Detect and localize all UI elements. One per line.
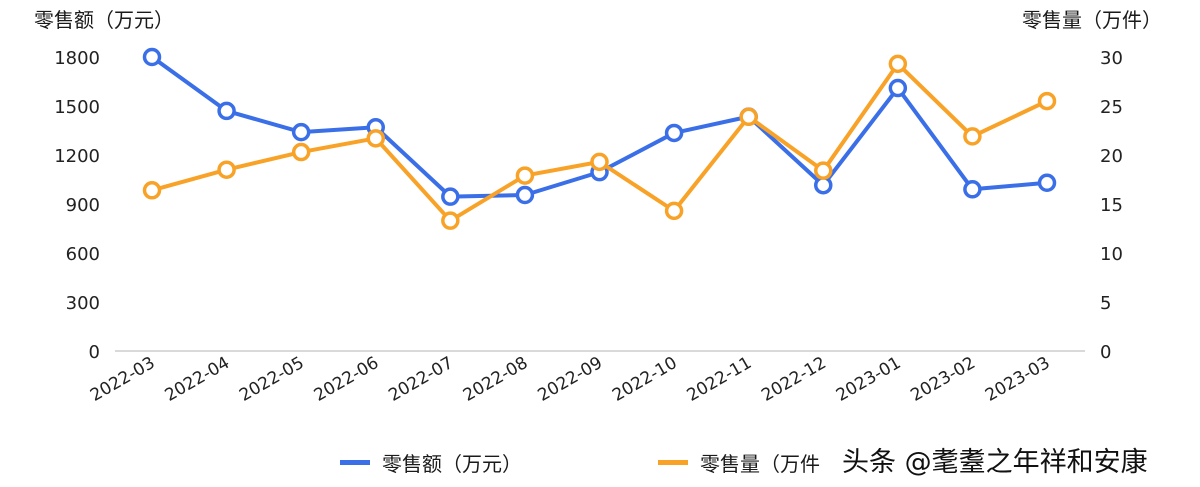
- x-tick-label: 2022-05: [236, 353, 308, 406]
- y-tick-label: 1500: [54, 97, 100, 118]
- data-point-marker[interactable]: [366, 129, 385, 148]
- y-tick-label: 20: [1100, 146, 1123, 167]
- data-point-marker[interactable]: [217, 101, 236, 121]
- data-point-marker[interactable]: [142, 181, 162, 200]
- data-point-marker[interactable]: [441, 211, 460, 230]
- y-tick-label: 0: [89, 342, 100, 363]
- x-tick-label: 2023-01: [833, 353, 905, 406]
- y-tick-label: 25: [1100, 97, 1123, 118]
- x-axis: 2022-03 2022-04 2022-05 2022-06 2022-07 2022-…: [87, 353, 1054, 406]
- y-tick-label: 600: [66, 244, 100, 265]
- x-tick-label: 2022-09: [534, 353, 606, 406]
- data-point-marker[interactable]: [291, 142, 311, 162]
- x-tick-label: 2022-11: [684, 353, 756, 406]
- x-tick-label: 2022-06: [311, 353, 383, 406]
- x-tick-label: 2022-10: [609, 353, 681, 406]
- x-tick-label: 2022-08: [460, 353, 532, 406]
- data-point-marker[interactable]: [142, 47, 162, 67]
- data-point-marker[interactable]: [739, 107, 758, 127]
- x-tick-label: 2022-12: [758, 353, 830, 406]
- series-lines: [142, 47, 1057, 230]
- x-tick-label: 2023-02: [907, 353, 979, 406]
- legend-label: 零售额（万元）: [382, 452, 522, 476]
- x-tick-label: 2022-04: [162, 353, 234, 406]
- data-point-marker[interactable]: [515, 185, 535, 205]
- data-point-marker[interactable]: [888, 78, 908, 98]
- y-tick-label: 30: [1100, 48, 1123, 69]
- y-tick-label: 1800: [54, 48, 100, 69]
- data-point-marker[interactable]: [1037, 91, 1057, 111]
- data-point-marker[interactable]: [814, 161, 833, 180]
- series-line: [151, 61, 1048, 223]
- x-tick-label: 2022-07: [385, 353, 457, 406]
- data-point-marker[interactable]: [441, 187, 460, 206]
- legend-item-sales-amount[interactable]: 零售额（万元）: [340, 448, 522, 477]
- right-axis-title: 零售量（万件）: [1022, 8, 1162, 32]
- y-tick-label: 15: [1100, 195, 1123, 216]
- data-point-marker[interactable]: [590, 152, 609, 172]
- watermark: 头条 @耄耋之年祥和安康: [842, 447, 1148, 478]
- left-y-axis: 0 300 600 900 1200 1500 1800: [54, 48, 100, 363]
- x-tick-label: 2023-03: [982, 353, 1054, 406]
- data-point-marker[interactable]: [291, 122, 311, 142]
- y-tick-label: 0: [1100, 342, 1111, 363]
- y-tick-label: 10: [1100, 244, 1123, 265]
- y-tick-label: 1200: [54, 146, 100, 167]
- legend-item-sales-volume[interactable]: 零售量（万件: [658, 448, 820, 477]
- data-point-marker[interactable]: [888, 54, 908, 74]
- data-point-marker[interactable]: [664, 201, 684, 221]
- legend-label: 零售量（万件: [700, 452, 820, 476]
- data-point-marker[interactable]: [664, 123, 684, 143]
- y-tick-label: 5: [1100, 293, 1111, 314]
- data-point-marker[interactable]: [515, 166, 535, 185]
- y-tick-label: 300: [66, 293, 100, 314]
- y-tick-label: 900: [66, 195, 100, 216]
- data-point-marker[interactable]: [963, 127, 982, 146]
- right-y-axis: 0 5 10 15 20 25 30: [1100, 48, 1123, 363]
- legend-swatch-orange: [658, 460, 688, 465]
- data-point-marker[interactable]: [963, 180, 982, 199]
- data-point-marker[interactable]: [217, 160, 236, 179]
- left-axis-title: 零售额（万元）: [34, 8, 174, 32]
- data-point-marker[interactable]: [1037, 173, 1057, 193]
- data-point-marker[interactable]: [814, 175, 833, 195]
- legend-swatch-blue: [340, 460, 370, 465]
